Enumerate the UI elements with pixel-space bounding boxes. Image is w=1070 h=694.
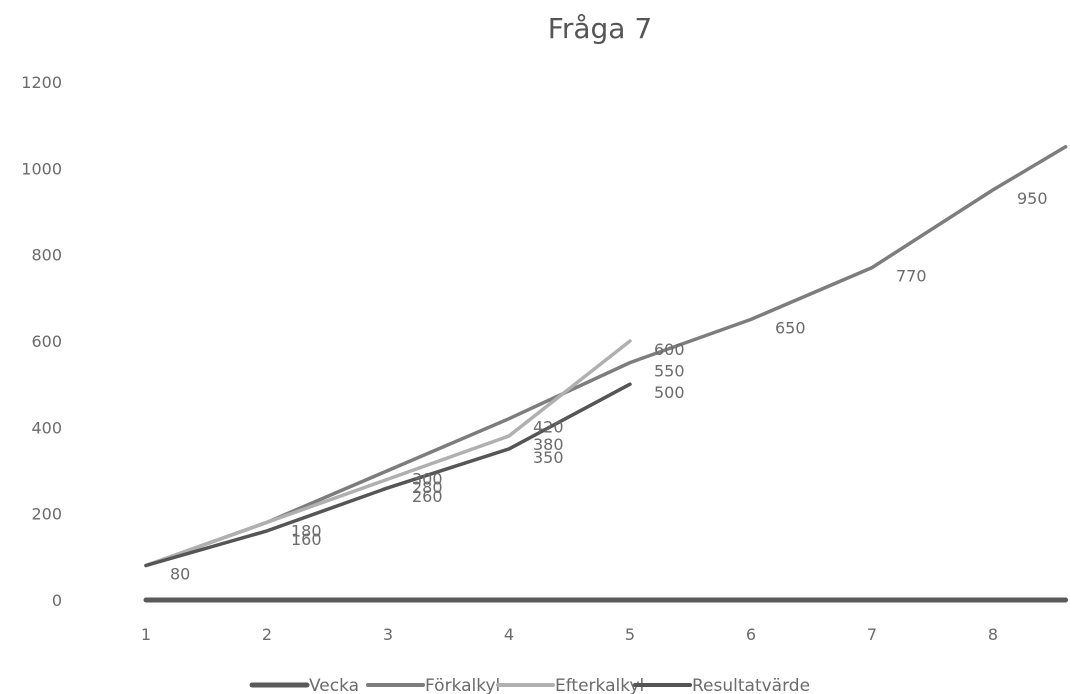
data-label: 350 (533, 448, 564, 467)
plot-area (143, 145, 1069, 603)
data-label: 500 (654, 383, 685, 402)
data-label: 770 (896, 267, 927, 286)
data-label: 80 (170, 564, 190, 583)
legend: Vecka Förkalkyl Efterkalkyl Resultatvärde (249, 676, 810, 694)
data-label: 950 (1017, 189, 1048, 208)
y-tick-label: 400 (31, 418, 62, 437)
series-line-3 (144, 339, 632, 568)
legend-label: Vecka (309, 676, 359, 694)
legend-label: Resultatvärde (692, 676, 810, 694)
data-label: 280 (412, 478, 443, 497)
data-label: 260 (412, 487, 443, 506)
y-tick-label: 1000 (21, 159, 62, 178)
data-label: 380 (533, 435, 564, 454)
legend-label: Förkalkyl (425, 676, 500, 694)
x-tick-label: 2 (262, 625, 272, 644)
y-tick-label: 600 (31, 332, 62, 351)
x-tick-label: 5 (625, 625, 635, 644)
data-label: 550 (654, 362, 685, 381)
data-label: 180 (291, 521, 322, 540)
x-axis: 1 2 3 4 5 6 7 8 (141, 625, 998, 644)
x-tick-label: 3 (383, 625, 393, 644)
data-label: 600 (654, 340, 685, 359)
x-tick-label: 8 (988, 625, 998, 644)
data-label: 160 (291, 530, 322, 549)
data-label: 420 (533, 418, 564, 437)
y-tick-label: 0 (52, 591, 62, 610)
y-tick-label: 200 (31, 505, 62, 524)
y-tick-label: 1200 (21, 73, 62, 92)
legend-label: Efterkalkyl (555, 676, 644, 694)
chart-title: Fråga 7 (548, 12, 652, 45)
x-tick-label: 4 (504, 625, 514, 644)
series-line-2 (144, 145, 1068, 568)
series-line-4 (144, 382, 632, 568)
x-tick-label: 7 (867, 625, 877, 644)
y-axis: 0 200 400 600 800 1000 1200 (21, 73, 62, 610)
data-label: 300 (412, 470, 443, 489)
y-tick-label: 800 (31, 246, 62, 265)
x-tick-label: 1 (141, 625, 151, 644)
x-tick-label: 6 (746, 625, 756, 644)
data-label: 650 (775, 318, 806, 337)
data-labels: 300 420 550 650 770 950 180 280 380 600 80 160 260 35… (170, 189, 1048, 584)
